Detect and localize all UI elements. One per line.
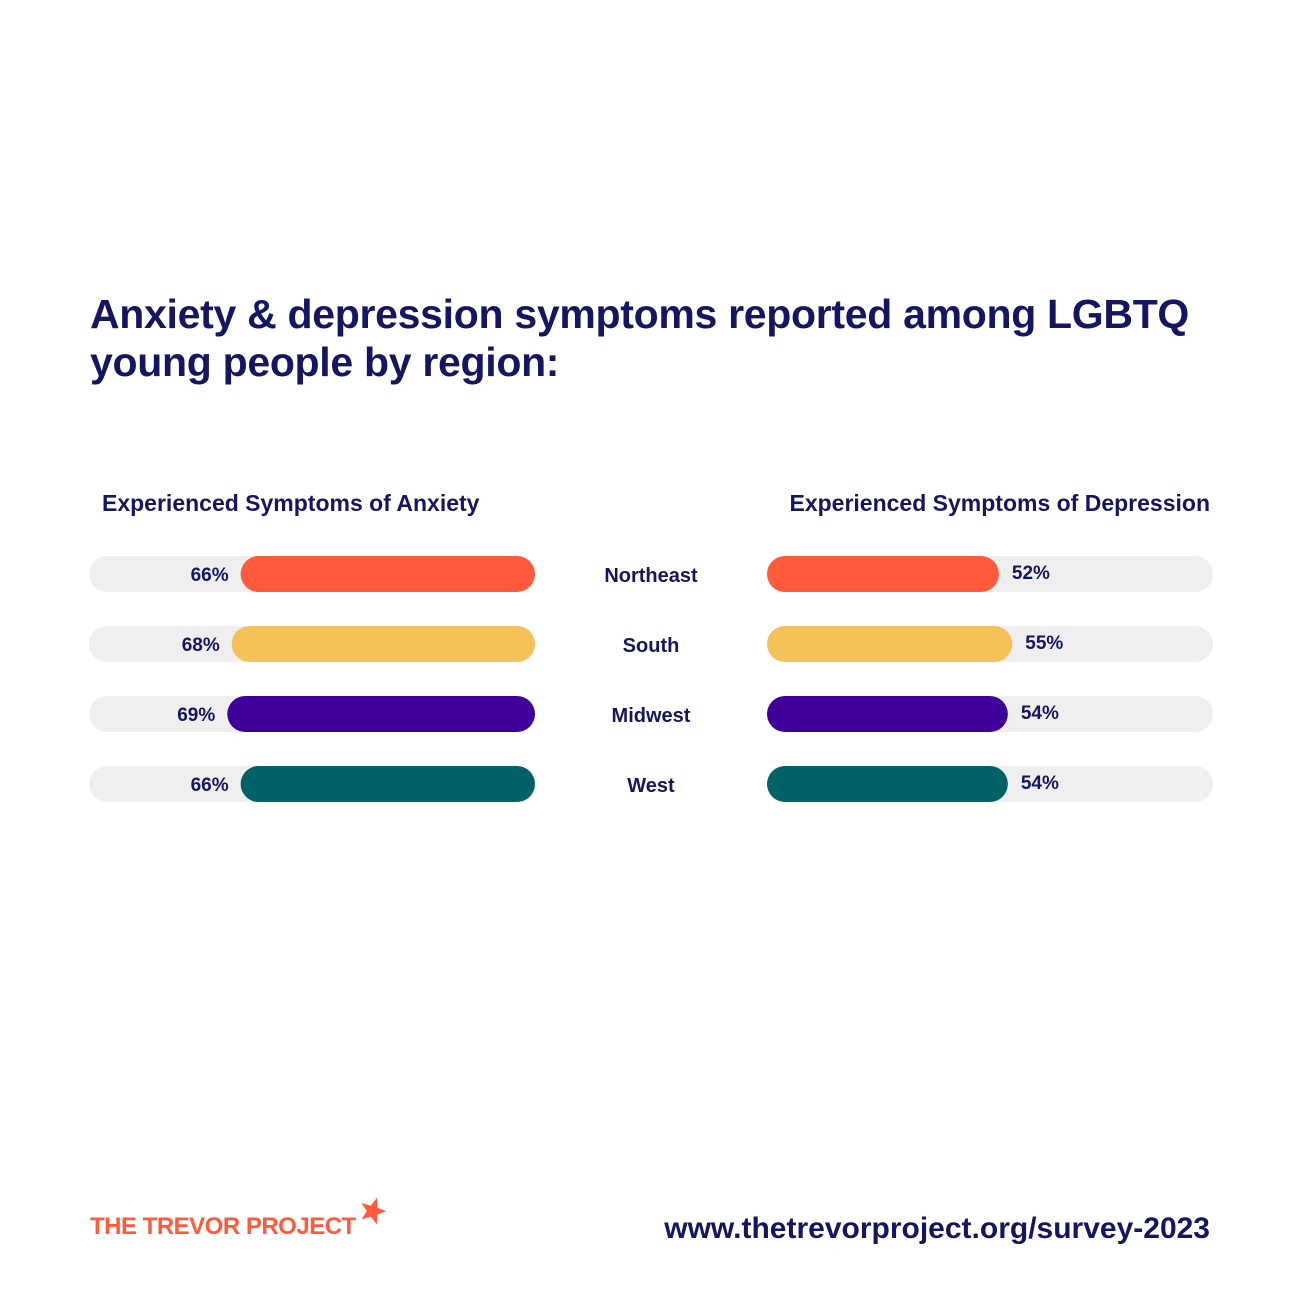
anxiety-bar-northeast [240,556,535,592]
depression-bar-midwest [767,696,1008,732]
category-label-midwest: Midwest [612,705,691,727]
anxiety-value-label: 66% [191,565,229,586]
category-label-northeast: Northeast [604,565,698,587]
category-label-west: West [627,775,675,797]
anxiety-value-label: 69% [177,705,215,726]
anxiety-bar-west [240,766,535,802]
category-label-south: South [623,635,680,657]
anxiety-value-label: 68% [182,635,220,656]
star-icon [361,1197,387,1225]
bar-chart: 66% Northeast 52% 68% South 55% 69% Midwest 54% 6… [89,556,1213,802]
anxiety-panel-title: Experienced Symptoms of Anxiety [102,490,480,516]
survey-url-link[interactable]: www.thetrevorproject.org/survey-2023 [664,1212,1210,1245]
depression-bar-west [767,766,1008,802]
page-title: Anxiety & depression symptoms reported a… [90,291,1190,385]
anxiety-bar-south [231,626,535,662]
depression-value-label: 54% [1021,703,1059,724]
anxiety-bar-midwest [227,696,535,732]
depression-bar-northeast [767,556,999,592]
depression-value-label: 52% [1012,563,1050,584]
trevor-project-logo[interactable]: THE TREVOR PROJECT [90,1195,400,1255]
depression-value-label: 55% [1025,633,1063,654]
depression-value-label: 54% [1021,773,1059,794]
depression-panel-title: Experienced Symptoms of Depression [789,490,1210,516]
logo-text: THE TREVOR PROJECT [90,1213,356,1240]
anxiety-value-label: 66% [191,775,229,796]
depression-bar-south [767,626,1013,662]
